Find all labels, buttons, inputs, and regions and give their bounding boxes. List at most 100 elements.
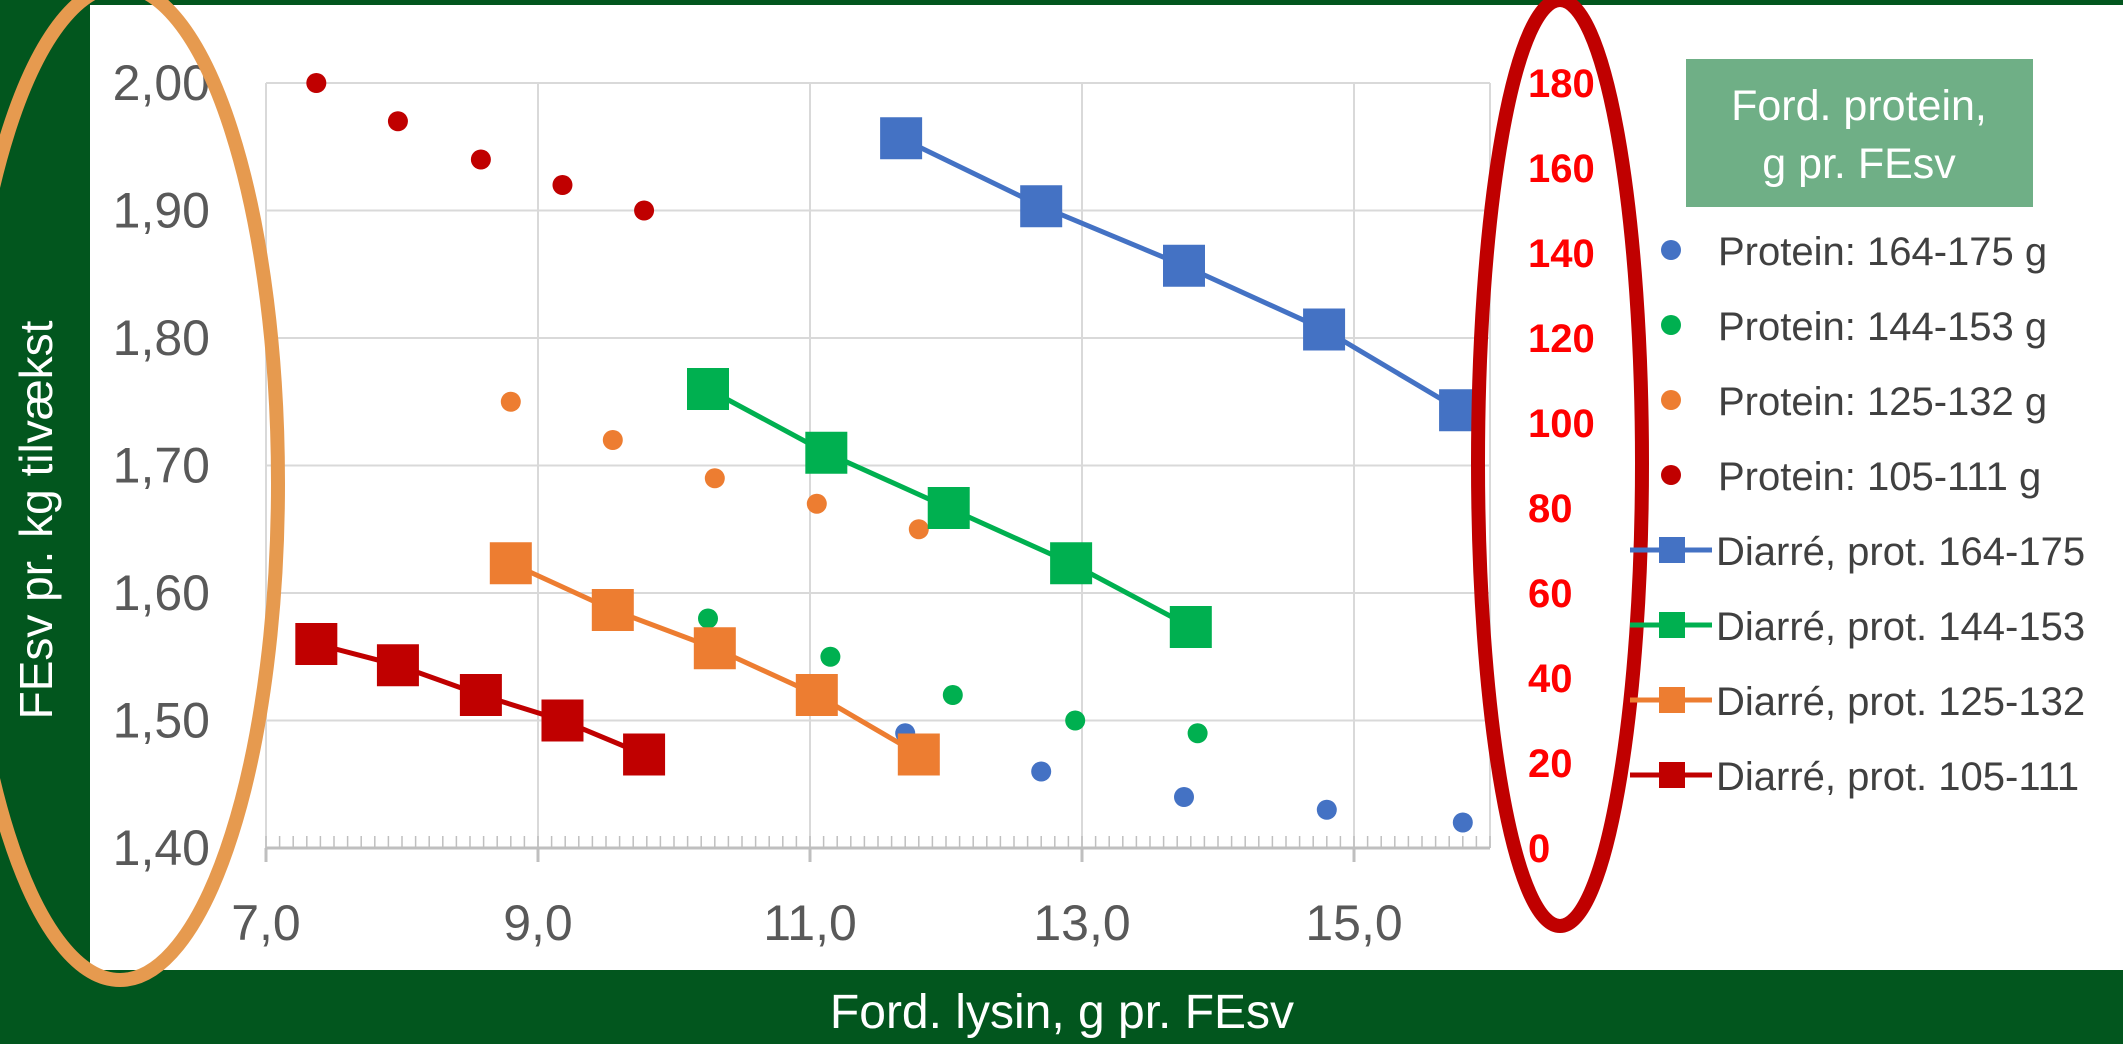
data-point-square [295, 623, 338, 665]
data-point-dot [634, 200, 655, 221]
y-axis-tick-label: 1,60 [113, 565, 210, 621]
legend-dot-symbol [1661, 315, 1681, 335]
legend-item: Diarré, prot. 105-111 [1630, 755, 2079, 799]
data-point-dot [306, 73, 327, 93]
y2-axis-tick-label: 40 [1528, 657, 1573, 701]
x-axis-title: Ford. lysin, g pr. FEsv [830, 986, 1294, 1039]
data-point-dot [704, 468, 725, 489]
x-axis-tick-labels: 7,0 9,0 11,0 13,0 15,0 [231, 895, 1402, 951]
legend-items: Protein: 164-175 g Protein: 144-153 g Prot… [1630, 230, 2085, 799]
legend-title-box [1686, 59, 2033, 207]
series-orange-dot [500, 391, 929, 540]
data-point-square [795, 674, 838, 716]
y2-axis-tick-label: 100 [1528, 402, 1595, 446]
legend-item: Protein: 125-132 g [1661, 380, 2047, 424]
legend-label: Protein: 144-153 g [1718, 305, 2047, 349]
legend-item: Diarré, prot. 164-175 [1630, 530, 2085, 574]
legend-item: Protein: 164-175 g [1661, 230, 2047, 274]
data-point-square [1020, 185, 1063, 228]
legend-dot-symbol [1661, 465, 1681, 485]
x-axis-tick-label: 11,0 [763, 895, 857, 951]
data-point-square [693, 627, 736, 670]
series-green-dot [698, 608, 1208, 744]
data-point-dot [1316, 799, 1337, 820]
y2-axis-tick-label: 140 [1528, 232, 1595, 276]
y-axis-tick-label: 1,50 [113, 693, 210, 749]
data-point-square [897, 733, 940, 776]
legend-title-line-1: Ford. protein, [1731, 82, 1987, 130]
left-axis-highlight-ellipse [0, 0, 285, 987]
data-point-dot [387, 111, 408, 132]
y2-axis-tick-label: 120 [1528, 317, 1595, 361]
series-red-dot [306, 73, 655, 221]
data-point-dot [1452, 812, 1473, 833]
y2-axis-tick-label: 0 [1528, 827, 1550, 871]
series-blue-dot [895, 723, 1473, 833]
frame-top-bar [0, 0, 2123, 5]
legend-dot-symbol [1661, 240, 1681, 260]
data-point-dot [500, 391, 521, 412]
data-point-dot [942, 685, 963, 705]
legend-label: Diarré, prot. 144-153 [1716, 605, 2085, 649]
y-axis-title: FEsv pr. kg tilvækst [10, 320, 62, 719]
legend-square-symbol [1659, 537, 1685, 563]
y-axis-tick-label: 1,80 [113, 310, 210, 366]
data-point-square [805, 431, 848, 474]
data-point-dot [698, 608, 718, 629]
data-point-square [1163, 244, 1205, 287]
data-point-dot [820, 646, 841, 667]
y-axis-tick-label: 1,90 [113, 183, 210, 239]
data-point-dot [806, 493, 827, 514]
data-point-dot [1065, 710, 1086, 731]
data-point-dot [470, 149, 491, 170]
legend-label: Diarré, prot. 125-132 [1716, 680, 2085, 724]
x-axis-tick-label: 9,0 [503, 895, 573, 951]
legend-square-symbol [1659, 612, 1685, 638]
data-point-square [1303, 308, 1346, 351]
data-point-square [489, 542, 532, 585]
legend: Ford. protein, g pr. FEsv Protein: 164-1… [1630, 59, 2085, 799]
frame-bottom-bar [0, 970, 2123, 1044]
series-orange-line [489, 542, 940, 776]
legend-item: Diarré, prot. 125-132 [1630, 680, 2085, 724]
y2-axis-tick-label: 160 [1528, 147, 1595, 191]
data-point-square [376, 644, 419, 687]
gridlines [265, 82, 1491, 849]
y2-axis-tick-labels: 0 20 40 60 80 100 120 140 160 180 [1528, 62, 1595, 871]
data-point-square [591, 589, 634, 631]
legend-item: Protein: 105-111 g [1661, 455, 2041, 499]
series-red-line [295, 623, 666, 776]
data-point-square [623, 733, 666, 776]
y-axis-tick-label: 2,00 [113, 55, 210, 111]
data-point-square [1050, 542, 1093, 585]
data-point-dot [908, 519, 929, 540]
legend-square-symbol [1659, 687, 1685, 713]
legend-label: Diarré, prot. 105-111 [1716, 755, 2079, 799]
data-point-square [927, 487, 970, 529]
y-axis-tick-label: 1,40 [113, 820, 210, 876]
data-point-square [687, 368, 729, 410]
right-axis-highlight-ellipse [1471, 0, 1649, 933]
legend-label: Protein: 164-175 g [1718, 230, 2047, 274]
data-point-square [1169, 606, 1212, 648]
x-axis-tick-label: 15,0 [1305, 895, 1402, 951]
legend-label: Protein: 105-111 g [1718, 455, 2041, 499]
legend-dot-symbol [1661, 390, 1681, 410]
data-point-dot [552, 175, 573, 195]
data-point-square [459, 674, 502, 716]
y2-axis-tick-label: 20 [1528, 742, 1573, 786]
x-axis-tick-label: 13,0 [1033, 895, 1130, 951]
legend-title-line-2: g pr. FEsv [1762, 140, 1956, 188]
data-point-dot [1187, 723, 1208, 744]
y2-axis-tick-label: 60 [1528, 572, 1573, 616]
y2-axis-tick-label: 180 [1528, 62, 1595, 106]
data-point-dot [1174, 787, 1194, 807]
data-point-dot [602, 430, 623, 450]
x-axis-minor-ticks [264, 836, 1491, 862]
series-blue-line [880, 117, 1482, 432]
series-layer [295, 73, 1482, 833]
legend-item: Diarré, prot. 144-153 [1630, 605, 2085, 649]
legend-label: Protein: 125-132 g [1718, 380, 2047, 424]
legend-square-symbol [1659, 762, 1685, 788]
data-point-square [880, 117, 923, 160]
